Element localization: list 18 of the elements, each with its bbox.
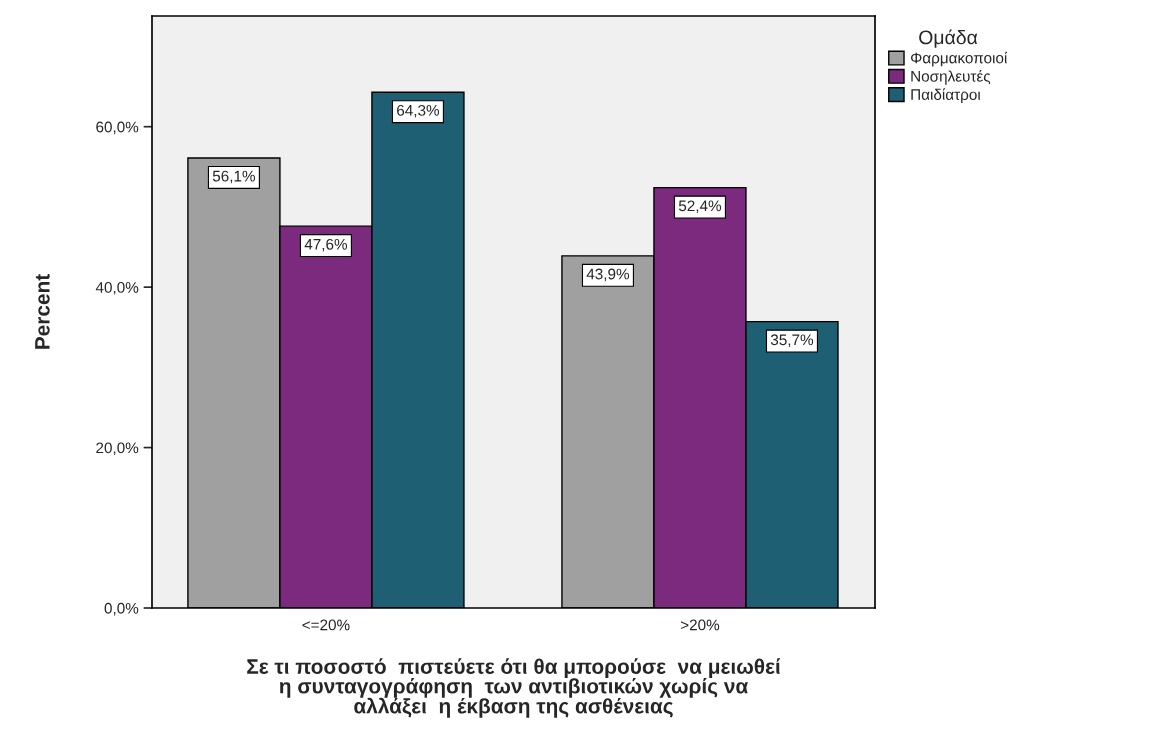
- x-tick-label: >20%: [680, 619, 720, 631]
- legend-label: Νοσηλευτές: [911, 70, 991, 85]
- legend-title: Ομάδα: [919, 29, 978, 48]
- legend-label: Φαρμακοποιοί: [911, 51, 1008, 67]
- data-label: 47,6%: [304, 238, 348, 252]
- y-tick-label: 60,0%: [96, 121, 139, 135]
- y-axis-title: Percent: [35, 274, 50, 349]
- y-tick-label: 0,0%: [104, 602, 139, 616]
- data-label: 35,7%: [770, 334, 814, 347]
- data-label: 52,4%: [678, 200, 722, 214]
- data-label: 56,1%: [212, 170, 256, 184]
- data-label: 43,9%: [586, 268, 630, 282]
- y-tick-label: 20,0%: [96, 442, 139, 456]
- x-axis-title: Σε τι ποσοστό πιστεύετε ότι θα μπορούσε να μειωθεί η συνταγογράφηση των αντιβιοτικών χωρίς να αλλάξει η έκβαση της ασθένειας: [247, 658, 781, 718]
- data-label: 64,3%: [397, 104, 440, 118]
- x-tick-label: <=20%: [302, 619, 350, 631]
- legend-label: Παιδίατροι: [911, 88, 981, 104]
- y-tick-label: 40,0%: [95, 282, 139, 295]
